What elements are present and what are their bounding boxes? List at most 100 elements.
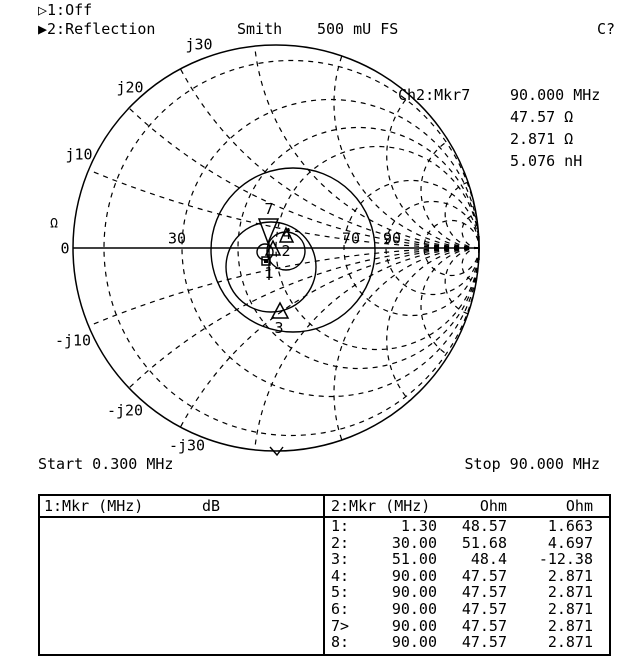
grid-reactance-arc (88, 247, 480, 327)
marker-cell-f: 1.30 (400, 517, 437, 535)
marker-cell-num: 2: (331, 533, 350, 552)
marker-1-label: 1 (264, 264, 273, 282)
ch1-table-header: 1:Mkr (MHz) (44, 497, 144, 515)
grid-reactance-arc (420, 247, 480, 356)
smith-label-mj20: -j20 (106, 401, 144, 420)
reflection-trace-loop (266, 231, 306, 271)
marker-2-label: 2 (281, 242, 290, 260)
marker-cell-r: 48.57 (461, 517, 507, 535)
marker-7-symbol (257, 218, 280, 246)
marker-table-row: 4: 90.00 47.57 2.871 (331, 568, 607, 584)
table-divider (323, 496, 325, 654)
marker-1-symbol-fill (264, 259, 268, 263)
marker-cell-r: 48.4 (470, 550, 507, 569)
channel2-label: 2:Reflection (47, 20, 156, 38)
grid-reactance-arc (88, 169, 480, 249)
marker-cell-f: 90.00 (391, 600, 437, 618)
sweep-position-tick (269, 446, 284, 457)
marker-cell-f: 90.00 (391, 633, 437, 652)
marker-table-row: 5: 90.00 47.57 2.871 (331, 584, 607, 600)
marker-cell-r: 51.68 (461, 533, 507, 552)
marker-7-label: 7 (264, 200, 273, 218)
marker-table: 1:Mkr (MHz) dB 2:Mkr (MHz) Ohm Ohm 1: 1.3… (38, 494, 611, 656)
reflection-trace-loop (210, 167, 376, 333)
channel2-arrow-icon: ▶ (38, 20, 48, 38)
cal-status-label: C? (597, 20, 616, 38)
marker-table-row: 6: 90.00 47.57 2.871 (331, 601, 607, 617)
marker-4-label: 4 (282, 225, 291, 243)
smith-label-0: 0 (60, 239, 70, 258)
grid-reactance-arc (444, 247, 480, 315)
marker-readout-equivalent: 5.076 nH (510, 152, 583, 170)
smith-label-mj30: -j30 (168, 436, 206, 455)
marker-cell-num: 3: (331, 550, 350, 569)
marker-cell-f: 90.00 (391, 583, 437, 602)
smith-axis-label-70: 70 (341, 229, 361, 248)
marker-cell-num: 7> (331, 616, 350, 635)
grid-reactance-arc (254, 46, 480, 249)
channel2-line: ▶2:Reflection (38, 22, 155, 37)
grid-reactance-arc (179, 247, 480, 428)
marker-cell-f: 90.00 (391, 566, 437, 585)
marker-cell-x: 2.871 (547, 616, 593, 635)
marker-readout-freq: 90.000 MHz (510, 86, 601, 104)
channel1-arrow-icon: ▷ (38, 1, 48, 19)
marker-cell-x: 2.871 (547, 633, 593, 652)
marker-cell-x: 2.871 (547, 600, 593, 618)
marker-cell-r: 47.57 (461, 616, 507, 635)
channel1-line: ▷1:Off (38, 3, 92, 18)
grid-reactance-arc (179, 68, 480, 249)
marker-1-symbol (261, 256, 271, 266)
marker-table-row: 8: 90.00 47.57 2.871 (331, 634, 607, 650)
smith-label-mj10: -j10 (54, 331, 92, 350)
smith-axis-label-90: 90 (382, 229, 402, 248)
marker-cell-f: 51.00 (391, 550, 437, 569)
marker-cell-num: 6: (331, 600, 350, 618)
ch2-table-header: 2:Mkr (MHz) Ohm Ohm (331, 499, 607, 514)
grid-reactance-arc (444, 181, 480, 249)
marker-cell-num: 4: (331, 566, 350, 585)
grid-reactance-arc (386, 247, 480, 402)
marker-cell-r: 47.57 (461, 633, 507, 652)
marker-4-symbol (278, 226, 295, 243)
marker-cell-num: 8: (331, 633, 350, 652)
marker-cell-r: 47.57 (461, 566, 507, 585)
marker-cell-f: 90.00 (391, 616, 437, 635)
marker-cell-x: 4.697 (547, 533, 593, 552)
marker-3-symbol (270, 301, 290, 319)
smith-label-ohm: Ω (50, 216, 58, 232)
smith-label-j20: j20 (116, 78, 144, 97)
marker-table-row: 2: 30.00 51.68 4.697 (331, 535, 607, 551)
marker-3-label: 3 (274, 319, 283, 337)
marker-readout-title: Ch2:Mkr7 (398, 86, 471, 104)
marker-2-symbol (264, 239, 282, 256)
marker-table-row: 3: 51.00 48.4 -12.38 (331, 551, 607, 567)
marker-table-ch2-panel: 2:Mkr (MHz) Ohm Ohm 1: 1.30 48.57 1.663 2: 30… (327, 496, 609, 654)
ch2-table-title: 2:Mkr (MHz) (331, 497, 431, 515)
format-label: Smith (237, 20, 283, 38)
ch2-table-unit2: Ohm (565, 497, 593, 515)
reflection-trace-loop (225, 221, 317, 313)
smith-label-j10: j10 (65, 145, 93, 164)
grid-reactance-arc (333, 55, 480, 249)
ch1-table-unit: dB (202, 497, 221, 515)
marker-table-row: 7> 90.00 47.57 2.871 (331, 618, 607, 634)
grid-reactance-arc (333, 247, 480, 441)
stop-frequency-label: Stop 90.000 MHz (464, 455, 600, 473)
smith-axis-label-30: 30 (167, 229, 187, 248)
marker-readout-reactance: 2.871 Ω (510, 130, 574, 148)
marker-cell-num: 5: (331, 583, 350, 602)
ch2-table-unit1: Ohm (479, 497, 507, 515)
marker-table-row: 1: 1.30 48.57 1.663 (331, 518, 607, 534)
marker-cell-r: 47.57 (461, 583, 507, 602)
smith-label-j30: j30 (185, 35, 213, 54)
marker-cell-x: 2.871 (547, 583, 593, 602)
scale-label: 500 mU FS (317, 20, 399, 38)
grid-reactance-arc (386, 94, 480, 249)
channel1-label: 1:Off (47, 1, 93, 19)
marker-table-ch1-panel: 1:Mkr (MHz) dB (40, 496, 323, 654)
grid-reactance-arc (420, 140, 480, 249)
marker-readout-resistance: 47.57 Ω (510, 108, 574, 126)
